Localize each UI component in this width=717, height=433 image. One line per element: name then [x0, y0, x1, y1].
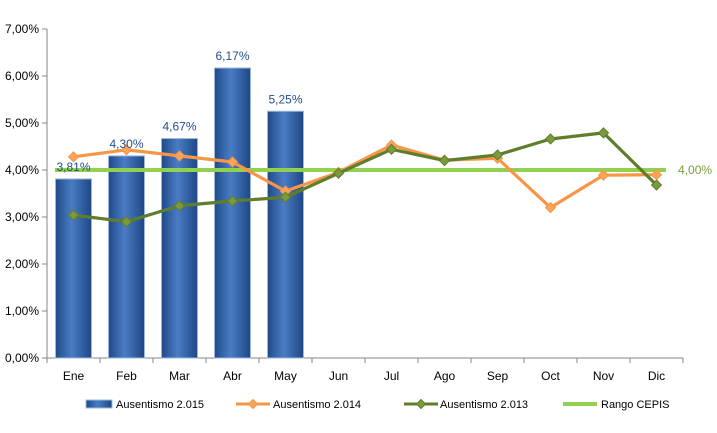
- data-label-ausentismo-2015: 4,30%: [109, 137, 143, 151]
- legend-marker-ausentismo-2014: [247, 398, 259, 410]
- marker-ausentismo-2014: [597, 169, 610, 181]
- x-tick-label: Oct: [541, 369, 560, 383]
- data-label-rango-cepis: 4,00%: [678, 163, 712, 177]
- y-tick-label: 7,00%: [5, 22, 39, 36]
- legend-marker-ausentismo-2013: [415, 398, 427, 410]
- marker-ausentismo-2014: [67, 151, 80, 163]
- marker-ausentismo-2013: [597, 127, 610, 139]
- marker-ausentismo-2014: [226, 156, 239, 168]
- marker-ausentismo-2013: [173, 200, 186, 212]
- line-ausentismo-2013: [73, 131, 658, 224]
- axes: 0,00% 1,00% 2,00% 3,00% 4,00% 5,00% 6,00% 7,00%…: [5, 22, 684, 383]
- data-labels: 3,81% 4,30% 4,67% 6,17% 5,25% 4,00%: [56, 49, 712, 177]
- bar-ausentismo-2015: [213, 67, 252, 359]
- x-tick-label: Ago: [434, 369, 456, 383]
- x-tick-label: Feb: [116, 369, 137, 383]
- marker-ausentismo-2013: [650, 179, 663, 191]
- marker-ausentismo-2013: [385, 143, 398, 156]
- bar-series: [54, 67, 305, 359]
- marker-ausentismo-2013: [332, 167, 345, 179]
- y-tick-label: 4,00%: [5, 163, 39, 177]
- data-label-ausentismo-2015: 4,67%: [162, 120, 196, 134]
- marker-ausentismo-2014: [544, 201, 557, 214]
- x-tick-label: Dic: [648, 369, 665, 383]
- marker-ausentismo-2013: [438, 154, 451, 167]
- marker-ausentismo-2013: [67, 209, 80, 221]
- data-label-ausentismo-2015: 5,25%: [268, 92, 302, 106]
- marker-ausentismo-2013: [544, 133, 557, 145]
- legend: Ausentismo 2.015 Ausentismo 2.014 Ausentis…: [85, 398, 669, 411]
- bar-ausentismo-2015: [160, 138, 199, 359]
- marker-ausentismo-2014: [120, 144, 133, 156]
- x-tick-label: Sep: [487, 369, 509, 383]
- legend-label: Ausentismo 2.014: [273, 399, 361, 411]
- marker-ausentismo-2014: [173, 150, 186, 162]
- legend-swatch-ausentismo-2015: [85, 399, 113, 409]
- x-tick-label: Ene: [63, 369, 85, 383]
- bar-ausentismo-2015: [54, 178, 93, 359]
- x-tick-label: Nov: [593, 369, 614, 383]
- x-tick-label: Jul: [384, 369, 399, 383]
- marker-ausentismo-2013: [226, 195, 239, 207]
- y-tick-label: 3,00%: [5, 210, 39, 224]
- legend-label: Ausentismo 2.015: [116, 399, 204, 411]
- legend-label: Rango CEPIS: [601, 399, 669, 411]
- y-tick-label: 1,00%: [5, 304, 39, 318]
- x-tick-label: Abr: [223, 369, 242, 383]
- line-series: [54, 127, 667, 228]
- y-tick-label: 6,00%: [5, 69, 39, 83]
- bar-ausentismo-2015: [266, 110, 305, 359]
- y-tick-label: 2,00%: [5, 257, 39, 271]
- x-tick-label: May: [274, 369, 297, 383]
- line-ausentismo-2014: [73, 143, 657, 210]
- x-tick-label: Jun: [329, 369, 348, 383]
- x-tick-label: Mar: [169, 369, 190, 383]
- data-label-ausentismo-2015: 3,81%: [56, 160, 90, 174]
- y-tick-label: 0,00%: [5, 351, 39, 365]
- marker-ausentismo-2013: [491, 149, 504, 161]
- marker-ausentismo-2013: [120, 215, 133, 228]
- bar-ausentismo-2015: [107, 155, 146, 359]
- marker-ausentismo-2013: [279, 191, 292, 203]
- y-tick-label: 5,00%: [5, 116, 39, 130]
- legend-label: Ausentismo 2.013: [440, 399, 528, 411]
- data-label-ausentismo-2015: 6,17%: [215, 49, 249, 63]
